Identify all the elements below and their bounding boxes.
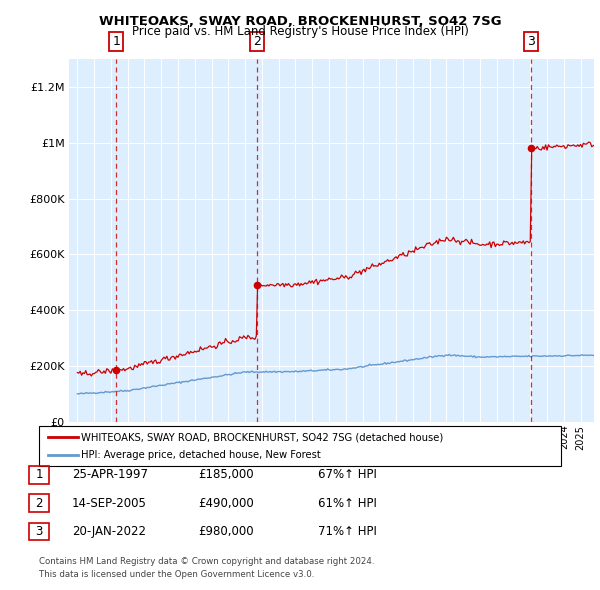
Text: 67%↑ HPI: 67%↑ HPI — [318, 468, 377, 481]
Text: 2: 2 — [35, 497, 43, 510]
Text: This data is licensed under the Open Government Licence v3.0.: This data is licensed under the Open Gov… — [39, 571, 314, 579]
Text: £980,000: £980,000 — [198, 525, 254, 538]
Text: 25-APR-1997: 25-APR-1997 — [72, 468, 148, 481]
Text: 3: 3 — [527, 35, 535, 48]
Text: 61%↑ HPI: 61%↑ HPI — [318, 497, 377, 510]
Text: Contains HM Land Registry data © Crown copyright and database right 2024.: Contains HM Land Registry data © Crown c… — [39, 558, 374, 566]
Text: £185,000: £185,000 — [198, 468, 254, 481]
Text: WHITEOAKS, SWAY ROAD, BROCKENHURST, SO42 7SG: WHITEOAKS, SWAY ROAD, BROCKENHURST, SO42… — [98, 15, 502, 28]
Text: 14-SEP-2005: 14-SEP-2005 — [72, 497, 147, 510]
Text: £490,000: £490,000 — [198, 497, 254, 510]
Text: 3: 3 — [35, 525, 43, 538]
Text: HPI: Average price, detached house, New Forest: HPI: Average price, detached house, New … — [81, 450, 321, 460]
Text: 1: 1 — [35, 468, 43, 481]
Text: Price paid vs. HM Land Registry's House Price Index (HPI): Price paid vs. HM Land Registry's House … — [131, 25, 469, 38]
Text: 2: 2 — [253, 35, 261, 48]
Text: 71%↑ HPI: 71%↑ HPI — [318, 525, 377, 538]
Text: 20-JAN-2022: 20-JAN-2022 — [72, 525, 146, 538]
Text: WHITEOAKS, SWAY ROAD, BROCKENHURST, SO42 7SG (detached house): WHITEOAKS, SWAY ROAD, BROCKENHURST, SO42… — [81, 432, 443, 442]
Text: 1: 1 — [112, 35, 120, 48]
